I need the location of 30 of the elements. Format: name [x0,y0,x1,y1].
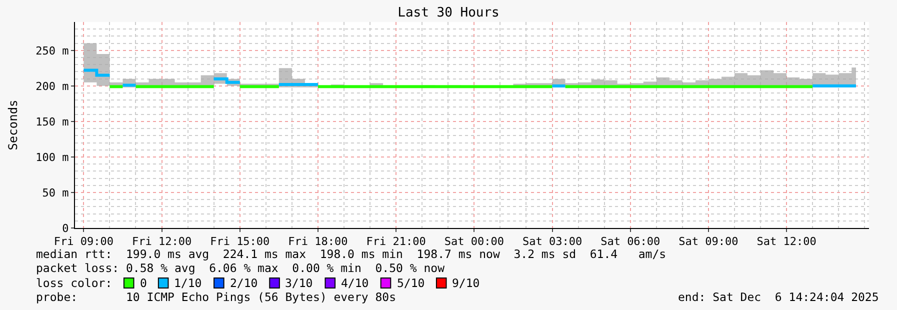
x-tick-label: Sat 00:00 [444,235,504,248]
y-tick-label: 0 [62,222,69,235]
chart-title: Last 30 Hours [398,6,500,21]
legend-label: 0 [140,276,147,290]
legend-label: 1/10 [174,276,202,290]
legend-label: 4/10 [341,276,369,290]
y-tick-label: 250 m [36,44,70,58]
text: median rtt: 199.0 ms avg 224.1 ms max 198.0 ms min 198.7 ms now 3.2 ms sd 61.4 am/s [36,247,666,261]
x-tick-label: Sat 09:00 [678,235,738,248]
y-tick-label: 150 m [36,115,70,128]
legend-label: 3/10 [285,276,313,290]
text: packet loss: 0.58 % avg 6.06 % max 0.00 % min 0.50 % now [36,261,445,275]
legend-label: 2/10 [230,276,258,290]
legend-label: 5/10 [397,276,425,290]
text: end: Sat Dec 6 14:24:04 2025 [678,290,879,304]
y-tick-label: 50 m [42,186,70,200]
x-tick-label: Fri 09:00 [54,235,114,248]
legend-label: 9/10 [452,276,480,290]
x-tick-label: Fri 12:00 [132,235,192,248]
x-tick-label: Fri 15:00 [210,235,270,248]
y-tick-label: 200 m [36,80,70,93]
y-tick-label: 100 m [36,150,70,164]
legend-title: loss color: [36,276,112,290]
text: probe: 10 ICMP Echo Pings (56 Bytes) every 80s [36,290,396,304]
x-tick-label: Sat 12:00 [756,235,816,248]
x-tick-label: Fri 18:00 [288,235,348,248]
x-tick-label: Sat 06:00 [600,235,660,248]
x-tick-label: Sat 03:00 [522,235,582,248]
x-tick-label: Fri 21:00 [366,235,426,248]
y-axis-title: Seconds [6,100,20,150]
